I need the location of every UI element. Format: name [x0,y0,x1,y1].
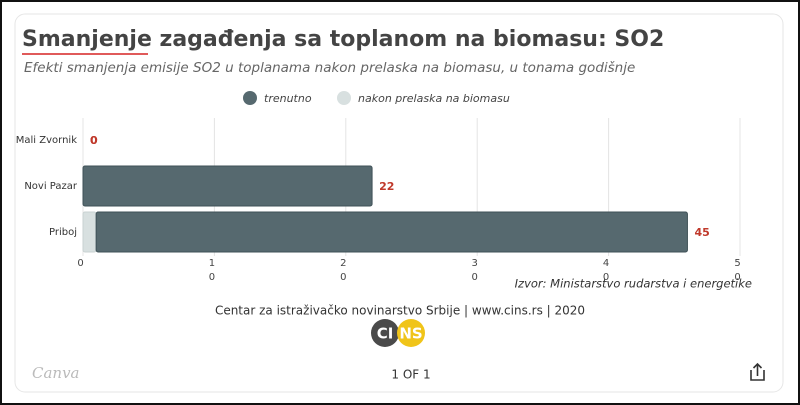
value-label: 22 [379,180,394,193]
x-tick-label: 20 [340,258,347,283]
y-tick-label: Novi Pazar [24,181,78,192]
bar [95,211,688,253]
x-tick-label: 30 [471,258,478,283]
chart-subtitle: Efekti smanjenja emisije SO2 u toplanama… [24,60,635,76]
legend-swatch [243,91,257,105]
x-tick-label-box: 0 [77,258,84,269]
value-label: 0 [90,134,98,147]
share-icon [750,370,765,381]
x-tick-label-box: 40 [602,258,610,283]
x-tick-label-box: 50 [734,258,741,283]
legend-label: trenutno [264,92,312,105]
card [14,13,784,393]
logo-text: NS [399,325,422,343]
x-tick-label-box: 10 [208,258,216,283]
y-tick-label: Mali Zvornik [16,135,77,146]
logo-text: CI [377,325,394,343]
legend-swatch [337,91,351,105]
logo-circle [397,319,425,347]
share-icon [752,362,763,376]
brand[interactable]: Canva [32,364,80,382]
y-tick-label: Priboj [49,227,77,238]
legend-label: nakon prelaska na biomasu [358,92,510,105]
x-tick-label: 50 [734,258,741,283]
credit: Centar za istraživačko novinarstvo Srbij… [215,304,585,318]
bar [82,211,97,253]
page-indicator: 1 OF 1 [391,368,430,382]
logo-circle [371,319,399,347]
bar [82,165,373,207]
value-label: 0 [90,134,98,147]
x-tick-label: 40 [602,258,610,283]
x-tick-label: 10 [208,258,216,283]
share-button[interactable] [750,362,765,381]
chart-title: Smanjenje zagađenja sa toplanom na bioma… [22,27,664,52]
x-tick-label: 0 [77,258,84,269]
source: Izvor: Ministarstvo rudarstva i energeti… [515,277,752,291]
x-tick-label-box: 30 [471,258,478,283]
x-tick-label-box: 20 [340,258,347,283]
value-label: 45 [694,226,709,239]
